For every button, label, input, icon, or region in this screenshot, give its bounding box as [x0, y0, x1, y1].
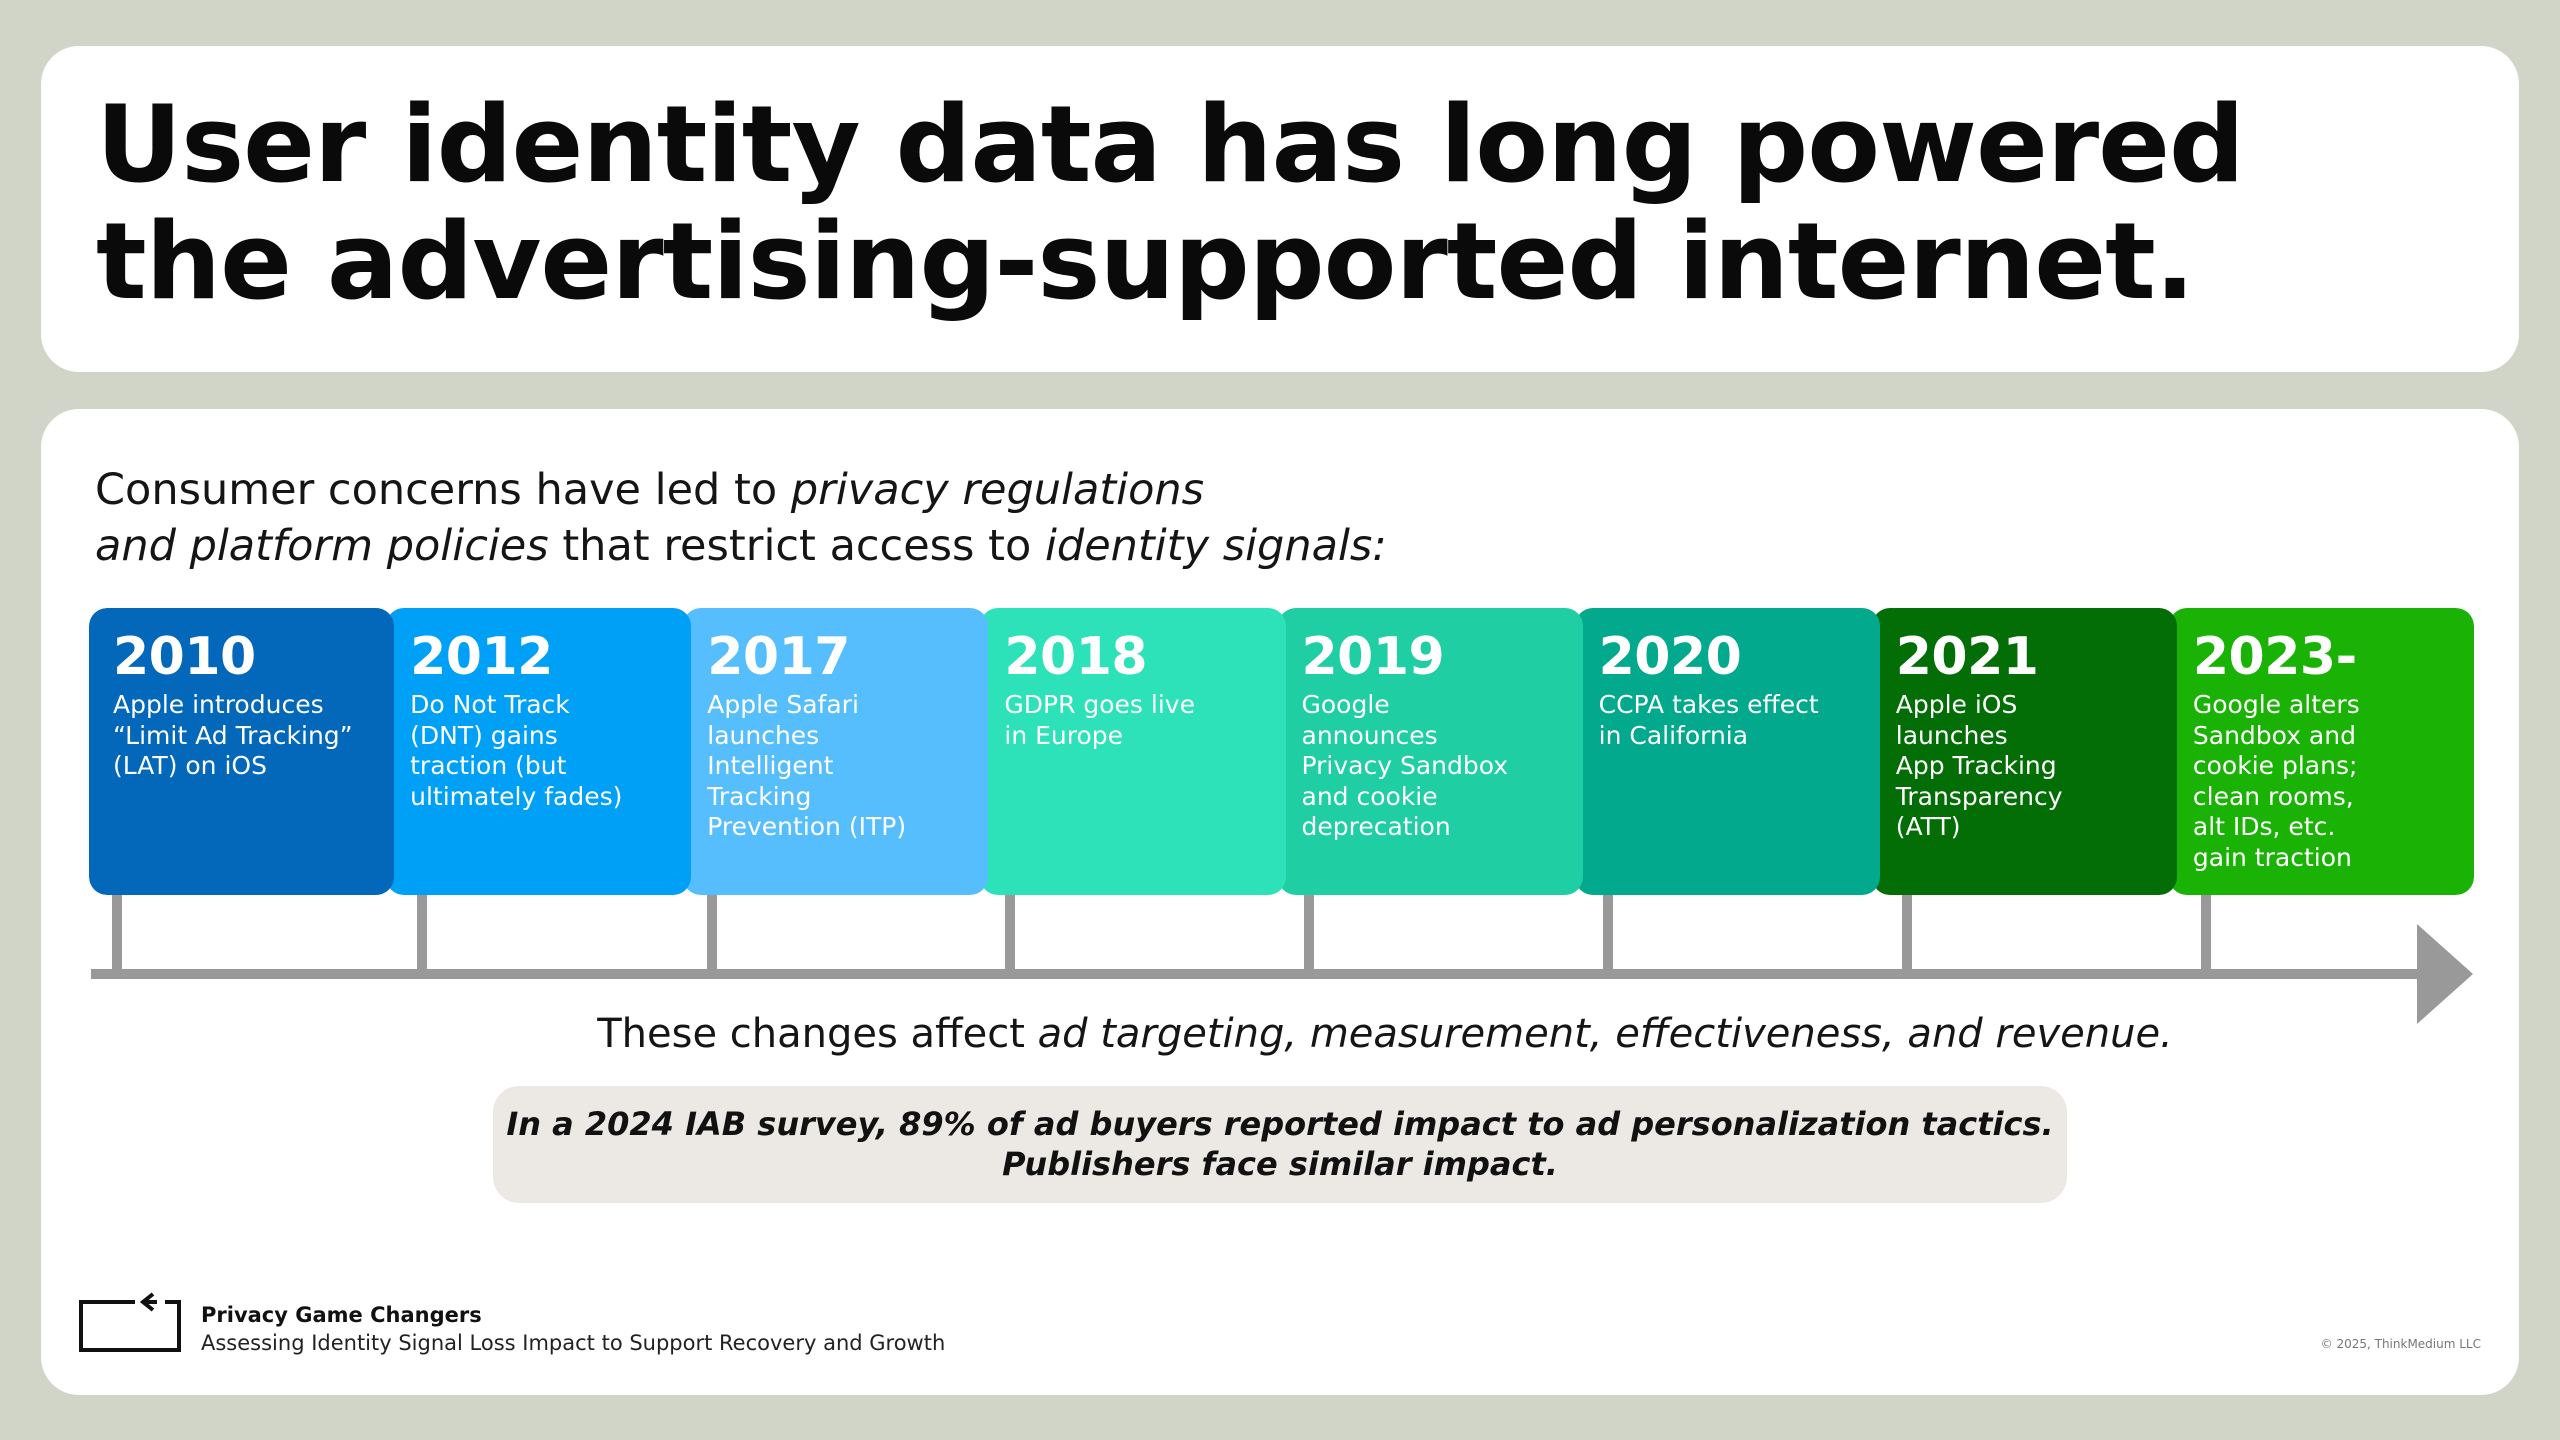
footer-title: Privacy Game Changers	[201, 1303, 482, 1327]
impact-emphasis: ad targeting, measurement, effectiveness…	[1037, 1011, 2173, 1057]
intro-line-1: Consumer concerns have led to privacy re…	[95, 461, 1204, 519]
timeline-segment: 2019 Google announces Privacy Sandbox and…	[1277, 608, 1583, 895]
timeline-segment: 2010 Apple introduces “Limit Ad Tracking”…	[89, 608, 395, 895]
copyright: © 2025, ThinkMedium LLC	[2320, 1337, 2481, 1351]
timeline-segment: 2023- Google alters Sandbox and cookie pl…	[2168, 608, 2474, 895]
timeline-description: Apple Safari launches Intelligent Tracki…	[707, 690, 907, 841]
timeline-segment: 2012 Do Not Track (DNT) gains traction (b…	[386, 608, 692, 895]
intro-line-2: and platform policies that restrict acce…	[95, 517, 1387, 575]
timeline-axis	[91, 889, 2473, 1024]
intro-text: Consumer concerns have led to	[95, 465, 791, 515]
footer-subtitle: Assessing Identity Signal Loss Impact to…	[201, 1331, 946, 1355]
timeline-year: 2019	[1301, 627, 1445, 687]
page-title-line-1: User identity data has long powered	[96, 83, 2245, 206]
timeline-description: Google announces Privacy Sandbox and coo…	[1301, 690, 1509, 841]
title-card: User identity data has long powered the …	[41, 46, 2519, 372]
intro-emphasis: identity signals:	[1044, 521, 1387, 571]
axis-arrowhead-icon	[2417, 924, 2473, 1024]
intro-emphasis: privacy regulations	[790, 465, 1205, 515]
timeline-description: Do Not Track (DNT) gains traction (but u…	[410, 690, 623, 811]
intro-emphasis: and platform policies	[95, 521, 549, 571]
timeline-year: 2021	[1895, 627, 2039, 687]
impact-statement: These changes affect ad targeting, measu…	[41, 1011, 2519, 1057]
timeline-year: 2017	[707, 627, 850, 687]
logo-icon	[79, 1292, 181, 1352]
intro-text: that restrict access to	[548, 521, 1045, 571]
impact-text: These changes affect	[597, 1011, 1038, 1057]
timeline-segment: 2020 CCPA takes effect in California	[1574, 608, 1880, 895]
timeline-band: 2010 Apple introduces “Limit Ad Tracking”…	[89, 608, 2474, 895]
survey-line-1: In a 2024 IAB survey, 89% of ad buyers r…	[506, 1105, 2054, 1143]
timeline-year: 2023-	[2192, 627, 2357, 687]
timeline-segment: 2021 Apple iOS launches App Tracking Tran…	[1871, 608, 2177, 895]
timeline-description: Apple introduces “Limit Ad Tracking” (LA…	[113, 690, 353, 780]
timeline-description: GDPR goes live in Europe	[1004, 690, 1195, 750]
timeline-year: 2012	[410, 627, 553, 687]
main-card: Consumer concerns have led to privacy re…	[41, 409, 2519, 1395]
timeline-description: CCPA takes effect in California	[1598, 690, 1819, 750]
page-title-line-2: the advertising-supported internet.	[96, 200, 2195, 323]
survey-line-2: Publishers face similar impact.	[1002, 1145, 1558, 1183]
survey-callout: In a 2024 IAB survey, 89% of ad buyers r…	[493, 1086, 2067, 1203]
timeline-segment: 2018 GDPR goes live in Europe	[980, 608, 1286, 895]
timeline-description: Apple iOS launches App Tracking Transpar…	[1895, 690, 2063, 841]
timeline-segment: 2017 Apple Safari launches Intelligent Tr…	[683, 608, 989, 895]
timeline-year: 2018	[1004, 627, 1148, 687]
timeline-description: Google alters Sandbox and cookie plans; …	[2192, 690, 2360, 872]
timeline-year: 2010	[113, 627, 256, 687]
timeline-year: 2020	[1598, 627, 1742, 687]
